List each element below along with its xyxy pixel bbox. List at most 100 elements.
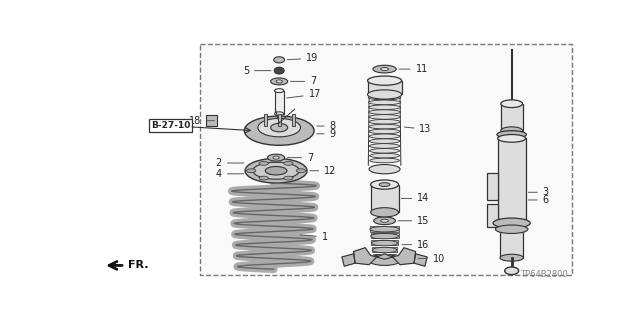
Ellipse shape [271, 123, 288, 132]
Bar [367, 81, 402, 94]
Text: 6: 6 [529, 195, 548, 205]
Ellipse shape [274, 67, 284, 74]
Bar [371, 185, 399, 212]
Ellipse shape [370, 158, 399, 163]
Bar [500, 227, 524, 258]
Bar [372, 247, 397, 252]
Text: 7: 7 [287, 152, 314, 163]
Ellipse shape [369, 129, 400, 134]
Text: 14: 14 [401, 193, 429, 204]
Bar [206, 115, 217, 126]
Polygon shape [414, 254, 428, 266]
Text: 1: 1 [300, 232, 328, 242]
Ellipse shape [245, 159, 307, 183]
Ellipse shape [369, 134, 400, 138]
Ellipse shape [498, 135, 525, 142]
Bar [370, 226, 399, 232]
Text: 15: 15 [398, 216, 429, 226]
Ellipse shape [268, 154, 285, 161]
Ellipse shape [369, 139, 400, 144]
Bar [498, 138, 525, 223]
Ellipse shape [296, 169, 305, 173]
Ellipse shape [371, 180, 399, 189]
Ellipse shape [501, 100, 522, 108]
Ellipse shape [275, 112, 284, 116]
Bar [371, 233, 399, 239]
Bar [278, 114, 281, 126]
Ellipse shape [495, 225, 528, 234]
Bar [373, 254, 396, 259]
Ellipse shape [369, 165, 400, 174]
Polygon shape [342, 254, 355, 266]
Ellipse shape [374, 217, 396, 225]
Ellipse shape [259, 176, 268, 180]
Text: 11: 11 [399, 64, 428, 74]
Ellipse shape [246, 169, 256, 173]
Text: 4: 4 [216, 169, 244, 179]
Ellipse shape [370, 153, 399, 158]
Bar [275, 91, 284, 114]
Bar [292, 114, 294, 126]
Ellipse shape [370, 226, 399, 232]
Polygon shape [353, 248, 415, 265]
Ellipse shape [371, 241, 397, 246]
Ellipse shape [274, 57, 285, 63]
Text: 10: 10 [419, 254, 445, 263]
Text: 18: 18 [189, 116, 214, 126]
Ellipse shape [284, 176, 293, 180]
Text: 3: 3 [529, 187, 548, 197]
Ellipse shape [493, 218, 531, 228]
Ellipse shape [259, 161, 268, 165]
Ellipse shape [369, 100, 401, 105]
Ellipse shape [369, 144, 400, 148]
Text: FR.: FR. [128, 260, 148, 271]
Ellipse shape [369, 110, 401, 115]
Text: 17: 17 [287, 90, 321, 100]
Ellipse shape [369, 115, 401, 119]
Bar [264, 114, 267, 126]
Text: 16: 16 [402, 240, 429, 250]
Ellipse shape [244, 116, 314, 145]
Ellipse shape [369, 119, 400, 124]
Bar [501, 104, 522, 131]
Text: B-27-10: B-27-10 [151, 121, 190, 130]
Ellipse shape [367, 90, 402, 99]
Ellipse shape [373, 65, 396, 73]
Ellipse shape [265, 167, 287, 175]
Ellipse shape [275, 89, 284, 93]
Ellipse shape [379, 183, 390, 187]
Ellipse shape [369, 124, 400, 129]
Text: 2: 2 [216, 158, 244, 168]
Ellipse shape [367, 76, 402, 85]
Bar [200, 44, 572, 275]
Ellipse shape [271, 78, 288, 85]
Ellipse shape [505, 267, 518, 275]
Ellipse shape [500, 254, 524, 261]
Text: 7: 7 [291, 76, 316, 86]
Ellipse shape [258, 118, 301, 137]
Ellipse shape [371, 234, 399, 239]
Ellipse shape [497, 131, 526, 138]
Ellipse shape [371, 208, 399, 217]
Ellipse shape [276, 80, 282, 83]
Text: 12: 12 [310, 166, 337, 176]
Text: 13: 13 [404, 124, 432, 134]
Ellipse shape [253, 162, 300, 179]
Ellipse shape [501, 127, 522, 135]
Ellipse shape [368, 95, 401, 100]
Polygon shape [487, 173, 498, 200]
Ellipse shape [381, 219, 388, 222]
Text: 5: 5 [243, 66, 271, 76]
Text: 9: 9 [317, 129, 335, 139]
Ellipse shape [284, 161, 293, 165]
Ellipse shape [368, 255, 401, 265]
Ellipse shape [372, 247, 397, 253]
Text: 8: 8 [317, 121, 335, 131]
Ellipse shape [369, 105, 401, 109]
Ellipse shape [373, 254, 396, 260]
Text: 19: 19 [287, 53, 319, 63]
Ellipse shape [273, 156, 279, 159]
Bar [371, 240, 397, 245]
Ellipse shape [381, 68, 388, 70]
Ellipse shape [369, 149, 399, 153]
